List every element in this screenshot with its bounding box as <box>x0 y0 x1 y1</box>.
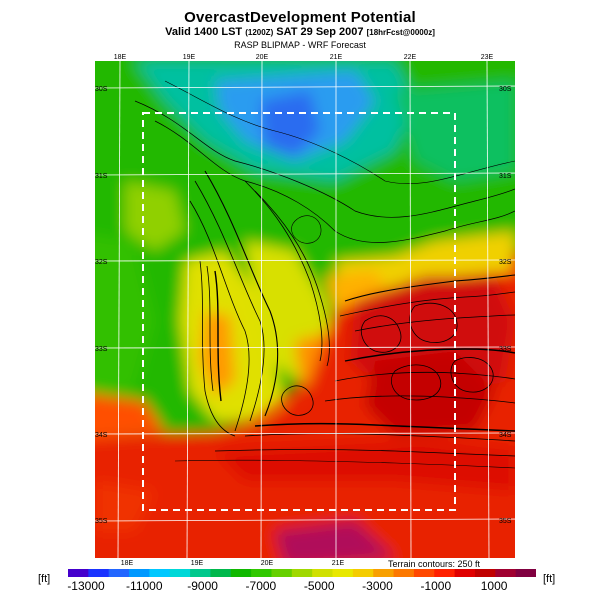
lat-label-right: 34S <box>499 432 512 439</box>
colorbar-swatch <box>88 569 110 577</box>
lat-label-left: 32S <box>95 259 108 266</box>
colorbar-swatch <box>251 569 272 577</box>
lon-label-top: 23E <box>480 54 494 61</box>
colorbar-swatch <box>169 569 191 577</box>
color-field <box>95 61 515 558</box>
colorbar-swatch <box>393 569 415 577</box>
valid-forecast: [18hrFcst@0000z] <box>366 28 435 37</box>
valid-date: SAT 29 Sep 2007 <box>276 26 364 38</box>
colorbar-tick-label: 1000 <box>480 579 508 593</box>
lon-label-top: 20E <box>255 54 269 61</box>
lon-label-bottom: 19E <box>190 560 204 567</box>
colorbar-tick-label: -11000 <box>126 579 163 593</box>
inner-domain-box <box>142 112 456 511</box>
model-line: RASP BLIPMAP - WRF Forecast <box>234 40 366 50</box>
lat-label-right: 32S <box>499 259 512 266</box>
valid-main: Valid 1400 LST <box>165 26 243 38</box>
lon-label-bottom: 20E <box>260 560 274 567</box>
colorbar-swatch <box>352 569 374 577</box>
colorbar-unit-right: [ft] <box>543 573 556 585</box>
terrain-contour-note: Terrain contours: 250 ft <box>388 559 481 569</box>
colorbar-swatch <box>291 569 313 577</box>
colorbar-tick-label: -5000 <box>303 579 335 593</box>
colorbar-tick-label: -9000 <box>187 579 218 593</box>
colorbar-swatch <box>271 569 293 577</box>
colorbar-swatch <box>413 569 435 577</box>
colorbar-swatch <box>373 569 395 577</box>
valid-time-line: Valid 1400 LST (1200Z) SAT 29 Sep 2007 [… <box>0 26 600 38</box>
lat-label-left: 33S <box>95 346 108 353</box>
lat-label-left: 30S <box>95 86 108 93</box>
lat-label-left: 35S <box>95 518 108 525</box>
colorbar-swatch <box>129 569 150 577</box>
colorbar-tick-label: -7000 <box>245 579 277 593</box>
colorbar-swatch <box>474 569 496 577</box>
colorbar-tick-label: -1000 <box>420 579 452 593</box>
lon-label-bottom: 18E <box>120 560 134 567</box>
lat-label-left: 34S <box>95 432 108 439</box>
colorbar-swatch <box>495 569 517 577</box>
lon-label-top: 21E <box>329 54 343 61</box>
colorbar-tick-label: -13000 <box>67 579 105 593</box>
lon-label-bottom: 21E <box>331 560 345 567</box>
colorbar-tick-label: -3000 <box>362 579 393 593</box>
chart-title: OvercastDevelopment Potential <box>184 9 416 26</box>
lat-label-right: 30S <box>499 86 512 93</box>
colorbar-swatch <box>434 569 456 577</box>
colorbar-swatch <box>190 569 211 577</box>
lat-label-right: 33S <box>499 346 512 353</box>
colorbar-swatch <box>454 569 476 577</box>
lon-label-top: 19E <box>182 54 196 61</box>
lon-label-top: 22E <box>403 54 417 61</box>
colorbar-swatch <box>68 569 89 577</box>
lat-label-right: 35S <box>499 518 512 525</box>
colorbar-swatch <box>230 569 252 577</box>
colorbar-swatch <box>312 569 334 577</box>
colorbar-swatch <box>149 569 171 577</box>
lat-label-left: 31S <box>95 173 108 180</box>
overcast-development-map: 30S 31S 32S 33S 34S 35S 30S 31S 32S 33S … <box>95 61 515 558</box>
colorbar-swatch <box>108 569 130 577</box>
lon-label-top: 18E <box>113 54 127 61</box>
colorbar-swatch <box>332 569 354 577</box>
lat-label-right: 31S <box>499 173 512 180</box>
colorbar-swatch <box>210 569 232 577</box>
colorbar-swatch <box>515 569 536 577</box>
colorbar-unit-left: [ft] <box>38 573 51 585</box>
valid-utc: (1200Z) <box>245 28 274 37</box>
lat-lon-grid <box>95 61 515 558</box>
colorbar <box>68 569 536 577</box>
